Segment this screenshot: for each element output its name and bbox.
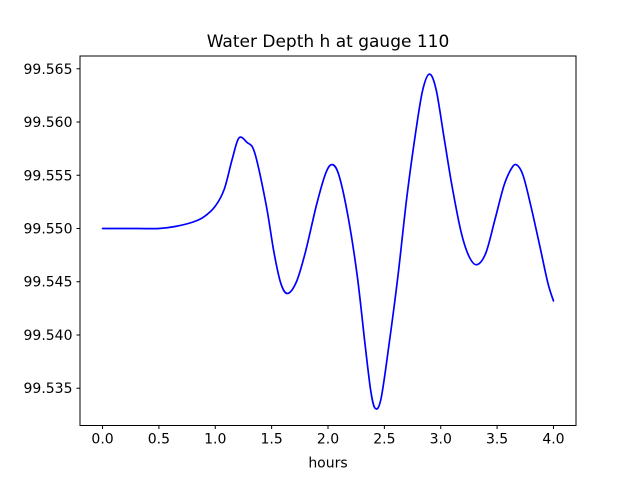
y-tick-label: 99.550 (24, 222, 73, 238)
x-tick-label: 4.0 (542, 432, 564, 448)
x-tick-label: 0.0 (91, 432, 113, 448)
y-tick-label: 99.565 (24, 62, 73, 78)
chart-title: Water Depth h at gauge 110 (207, 32, 450, 52)
y-tick-label: 99.545 (24, 275, 73, 291)
y-tick-label: 99.540 (24, 328, 73, 344)
x-tick-label: 0.5 (148, 432, 170, 448)
x-tick-label: 3.0 (430, 432, 452, 448)
x-tick-label: 2.0 (317, 432, 339, 448)
y-tick-label: 99.560 (24, 115, 73, 131)
y-tick-label: 99.555 (24, 168, 73, 184)
water-depth-line (101, 73, 555, 410)
x-tick-label: 3.5 (486, 432, 508, 448)
x-axis-label: hours (308, 456, 347, 472)
plot-area-border (79, 55, 577, 426)
x-tick-label: 1.5 (261, 432, 283, 448)
x-tick-label: 1.0 (204, 432, 226, 448)
x-tick-label: 2.5 (373, 432, 395, 448)
y-tick-label: 99.535 (24, 381, 73, 397)
ticks-layer: 0.0 0.5 1.0 1.5 2.0 2.5 3.0 3.5 4.0 99.535 99.540 9… (24, 62, 565, 448)
